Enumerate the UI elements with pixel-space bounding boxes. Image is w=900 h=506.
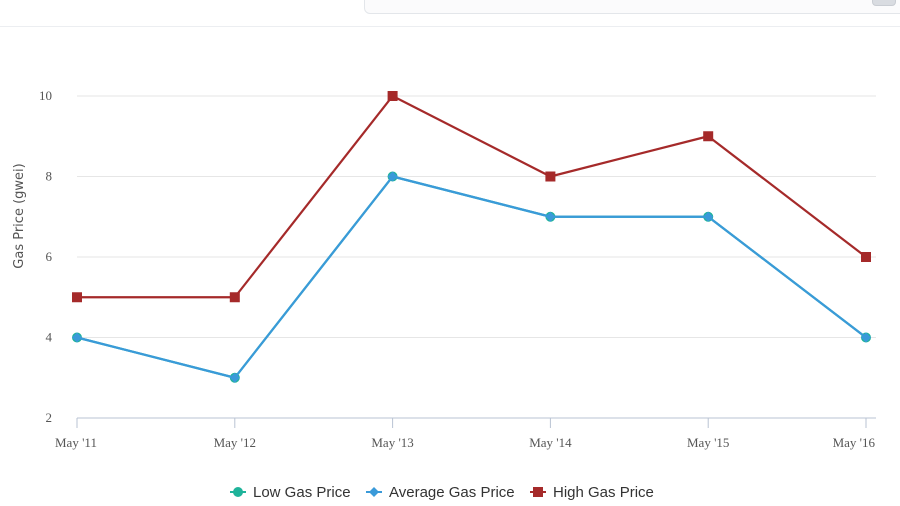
x-tick-label: May '11 [55, 435, 97, 450]
data-point [387, 91, 398, 101]
legend-label: Low Gas Price [253, 484, 351, 501]
y-axis-title: Gas Price (gwei) [12, 163, 27, 268]
data-point [387, 171, 398, 182]
data-point [72, 292, 82, 303]
y-tick-label: 6 [46, 249, 53, 264]
y-tick-label: 2 [46, 410, 53, 425]
search-input[interactable] [364, 0, 900, 14]
data-point [545, 211, 556, 222]
series-line [76, 175, 867, 379]
data-point [703, 131, 714, 142]
y-tick-label: 10 [39, 88, 52, 103]
y-axis-ticks: 2 4 6 8 10 [39, 88, 53, 425]
series-low-gas-price [72, 171, 871, 383]
x-tick-label: May '15 [687, 435, 729, 450]
top-toolbar [0, 0, 900, 27]
y-tick-label: 8 [46, 169, 53, 184]
toolbar-button[interactable] [872, 0, 896, 6]
legend-label: High Gas Price [553, 484, 654, 501]
x-tick-label: May '13 [371, 435, 413, 450]
data-point [861, 252, 871, 262]
series-line [77, 94, 867, 299]
x-axis: May '11 May '12 May '13 May '14 May '15 May '… [55, 417, 876, 450]
x-tick-label: May '14 [529, 435, 572, 450]
legend: Low Gas Price Average Gas Price High Gas P… [230, 484, 654, 501]
legend-marker [533, 487, 543, 497]
series-average-gas-price [72, 171, 871, 383]
series-line [76, 175, 867, 379]
series-lines [72, 91, 871, 383]
legend-marker [369, 487, 379, 497]
data-point [229, 372, 240, 383]
data-point [72, 332, 82, 343]
x-tick-label: May '16 [833, 435, 876, 450]
data-point [545, 171, 556, 182]
grid-lines [77, 95, 876, 338]
legend-label: Average Gas Price [389, 484, 515, 501]
y-tick-label: 4 [46, 330, 53, 345]
series-high-gas-price [72, 91, 871, 303]
data-point [229, 292, 240, 303]
data-point [703, 211, 714, 222]
legend-marker [233, 487, 243, 497]
x-tick-label: May '12 [214, 435, 256, 450]
data-point [861, 332, 871, 343]
